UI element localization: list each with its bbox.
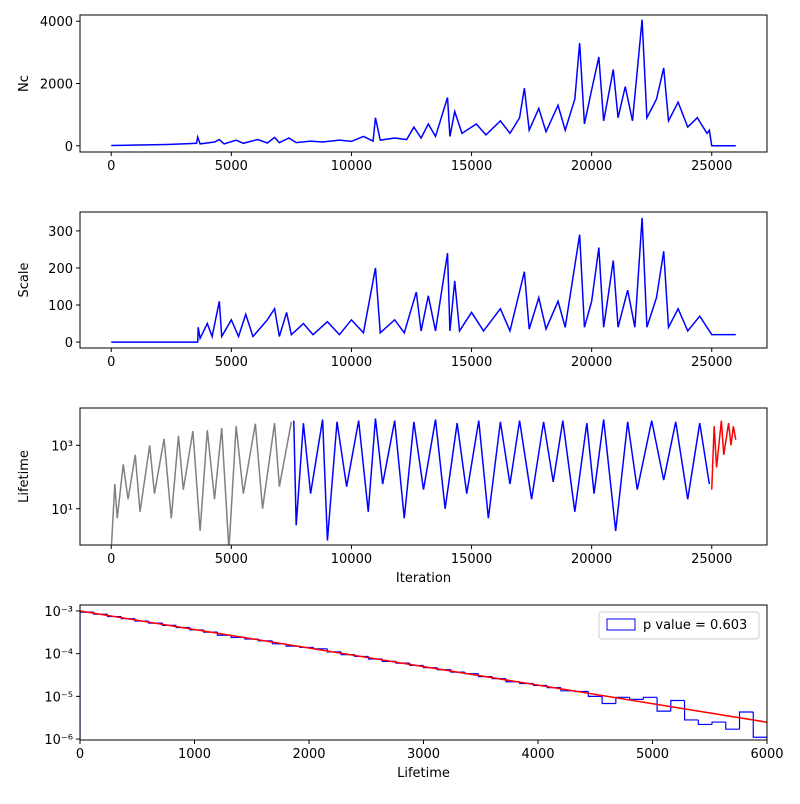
x-tick-label: 0 <box>107 159 115 174</box>
x-tick-label: 4000 <box>521 747 554 762</box>
x-tick-label: 0 <box>107 355 115 370</box>
x-tick-label: 1000 <box>178 747 211 762</box>
y-tick-label: 2000 <box>40 78 73 93</box>
y-tick-label: 10⁻⁵ <box>44 690 73 705</box>
x-tick-label: 25000 <box>691 159 732 174</box>
plot-area <box>111 217 736 343</box>
y-tick-label: 10⁻⁶ <box>44 733 73 748</box>
data-line <box>711 420 737 490</box>
x-tick-label: 5000 <box>215 552 248 567</box>
x-axis-label: Lifetime <box>397 766 450 781</box>
y-tick-label: 300 <box>48 225 73 240</box>
x-tick-label: 5000 <box>215 159 248 174</box>
y-tick-label: 10⁻³ <box>44 605 73 620</box>
histogram-step <box>738 711 754 730</box>
y-tick-label: 200 <box>48 262 73 277</box>
plot-area <box>110 418 737 545</box>
x-tick-label: 10000 <box>331 355 372 370</box>
subplot: 0 5000 10000 15000 20000 25000 0 2000 4000 Nc <box>17 14 768 174</box>
histogram-step <box>752 712 767 740</box>
x-tick-label: 2000 <box>292 747 325 762</box>
histogram-step <box>670 699 685 712</box>
data-line <box>110 421 293 545</box>
plot-area <box>80 610 767 740</box>
histogram-step <box>601 696 616 705</box>
x-tick-label: 3000 <box>407 747 440 762</box>
axes-frame <box>79 211 768 349</box>
x-tick-label: 15000 <box>451 355 492 370</box>
histogram-step <box>80 611 94 740</box>
legend: p value = 0.603 <box>598 611 760 640</box>
y-tick-label: 10¹ <box>51 503 73 518</box>
subplot: 0 5000 10000 15000 20000 25000 0 100 200 300 Scale <box>17 211 768 370</box>
x-tick-label: 15000 <box>451 552 492 567</box>
data-line <box>293 418 711 541</box>
y-tick-label: 4000 <box>40 15 73 30</box>
fit-line <box>80 610 767 723</box>
x-tick-label: 6000 <box>750 747 783 762</box>
legend-box <box>598 611 760 640</box>
y-axis-label: Lifetime <box>17 450 32 503</box>
x-tick-label: 20000 <box>571 552 612 567</box>
x-tick-label: 5000 <box>215 355 248 370</box>
subplot: 0 5000 10000 15000 20000 25000 10¹ 10³ Lifetime I… <box>17 407 768 586</box>
legend-swatch <box>606 618 636 631</box>
y-tick-label: 0 <box>65 140 73 155</box>
x-tick-label: 25000 <box>691 355 732 370</box>
x-tick-label: 0 <box>107 552 115 567</box>
axes-frame <box>79 407 768 546</box>
y-tick-label: 0 <box>65 336 73 351</box>
subplot: p value = 0.603 0 1000 2000 3000 4000 5000 6000… <box>44 604 784 781</box>
y-tick-label: 10⁻⁴ <box>44 648 73 663</box>
histogram-step <box>697 719 713 726</box>
histogram-step <box>725 722 740 730</box>
x-tick-label: 20000 <box>571 159 612 174</box>
histogram-step <box>656 697 671 712</box>
x-tick-label: 25000 <box>691 552 732 567</box>
histogram-step <box>642 696 658 700</box>
x-tick-label: 20000 <box>571 355 612 370</box>
axes-frame <box>79 14 768 153</box>
x-tick-label: 5000 <box>636 747 669 762</box>
y-tick-label: 10³ <box>51 439 73 454</box>
x-tick-label: 10000 <box>331 552 372 567</box>
x-tick-label: 15000 <box>451 159 492 174</box>
data-line <box>111 19 736 147</box>
plot-area <box>111 19 736 147</box>
x-tick-label: 10000 <box>331 159 372 174</box>
y-axis-label: Scale <box>17 263 32 298</box>
y-axis-label: Nc <box>17 75 32 92</box>
histogram-step <box>629 697 644 700</box>
legend-label: p value = 0.603 <box>643 618 747 633</box>
x-tick-label: 0 <box>76 747 84 762</box>
x-axis-label: Iteration <box>396 571 451 586</box>
data-line <box>111 217 736 343</box>
histogram-step <box>711 721 726 725</box>
y-tick-label: 100 <box>48 299 73 314</box>
histogram-step <box>683 700 699 721</box>
